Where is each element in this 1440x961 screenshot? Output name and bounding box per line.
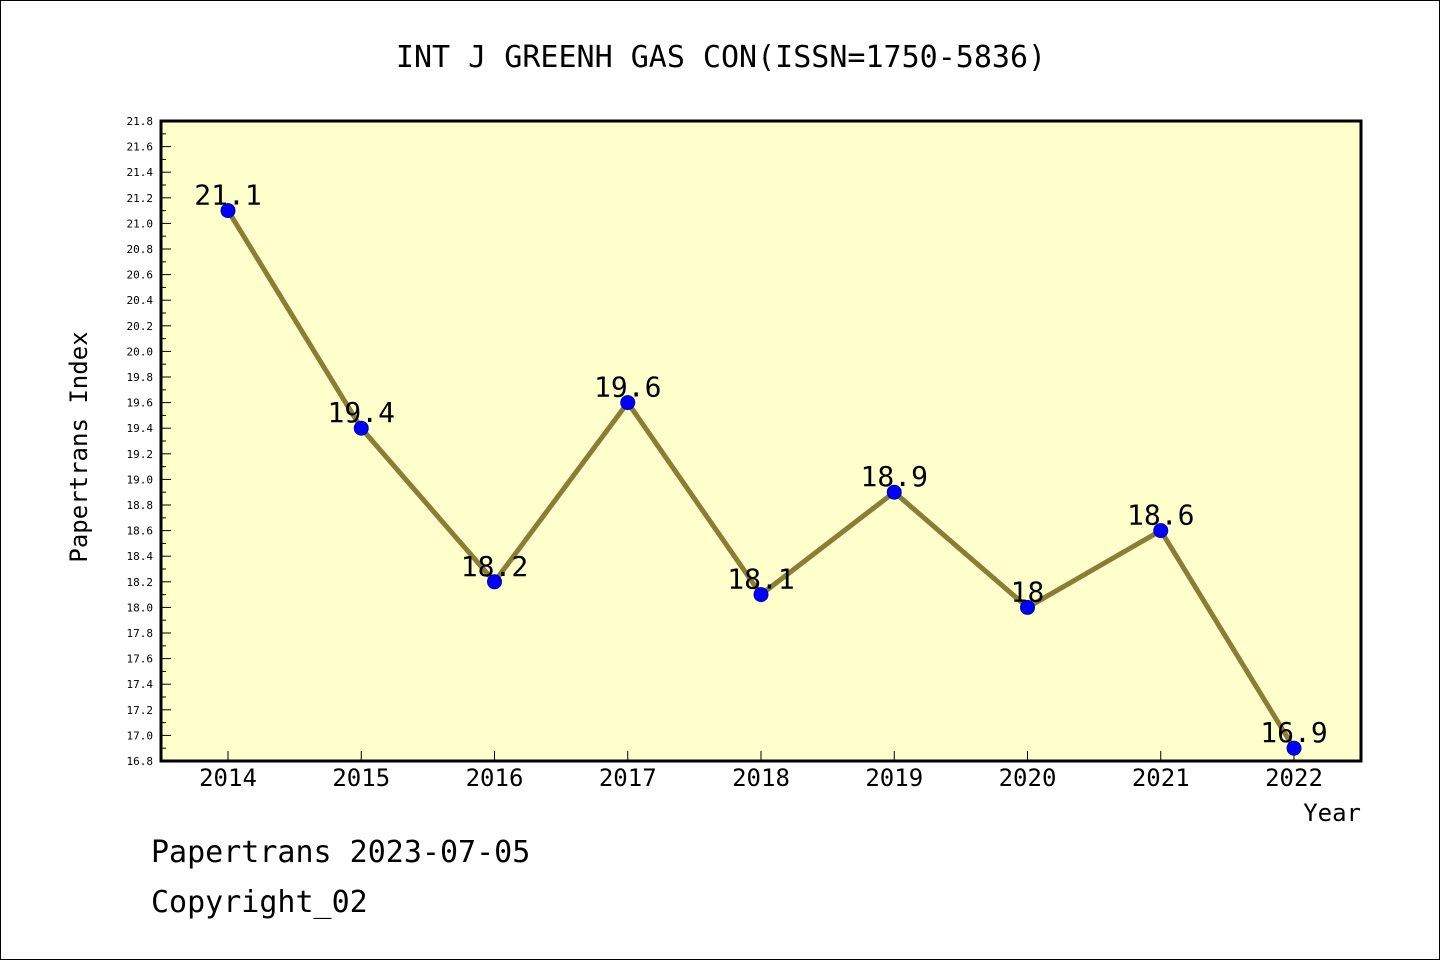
y-tick-label: 21.6 xyxy=(127,141,154,154)
x-tick-label: 2018 xyxy=(732,764,790,792)
series-markers xyxy=(220,203,1302,756)
x-tick-label: 2015 xyxy=(332,764,390,792)
y-tick-label: 20.8 xyxy=(127,243,154,256)
y-tick-label: 21.0 xyxy=(127,217,154,230)
y-tick-label: 19.8 xyxy=(127,371,154,384)
y-tick-label: 20.0 xyxy=(127,345,154,358)
y-tick-label: 19.0 xyxy=(127,473,154,486)
data-point xyxy=(1153,523,1169,539)
x-tick-label: 2017 xyxy=(599,764,657,792)
x-tick-label: 2022 xyxy=(1265,764,1323,792)
data-point xyxy=(753,587,769,603)
x-tick-label: 2019 xyxy=(865,764,923,792)
data-labels: 21.1 19.4 18.2 19.6 18.1 18.9 18 18.6 16.9 xyxy=(194,179,1327,750)
y-tick-label: 18.8 xyxy=(127,499,154,512)
y-tick-label: 18.4 xyxy=(127,550,154,563)
y-tick-label: 17.8 xyxy=(127,627,154,640)
data-label: 18.9 xyxy=(861,460,928,493)
y-tick-label: 20.6 xyxy=(127,269,154,282)
data-label: 18 xyxy=(1011,575,1045,608)
data-point xyxy=(487,574,502,590)
data-label: 19.6 xyxy=(594,371,661,404)
data-label: 18.6 xyxy=(1127,499,1194,532)
data-label: 21.1 xyxy=(194,179,261,212)
y-tick-label: 17.4 xyxy=(127,678,154,691)
y-tick-label: 18.0 xyxy=(127,601,154,614)
x-axis: 2014 2015 2016 2017 2018 2019 2020 2021 2022 xyxy=(199,751,1323,792)
plot-area xyxy=(159,119,1363,763)
y-axis: 16.8 17.0 17.2 17.4 17.6 17.8 18.0 18.2 18.4 18.6… xyxy=(127,115,171,768)
y-tick-label: 17.2 xyxy=(127,704,154,717)
y-tick-label: 20.2 xyxy=(127,320,154,333)
y-tick-label: 19.6 xyxy=(127,397,154,410)
y-tick-label: 18.6 xyxy=(127,525,154,538)
data-point xyxy=(1286,740,1302,756)
data-label: 19.4 xyxy=(328,396,395,429)
x-tick-label: 2021 xyxy=(1132,764,1190,792)
data-point xyxy=(353,420,369,436)
y-tick-label: 20.4 xyxy=(127,294,154,307)
x-tick-label: 2020 xyxy=(999,764,1057,792)
x-axis-label: Year xyxy=(1303,799,1361,827)
y-tick-label: 16.8 xyxy=(127,755,154,768)
y-tick-label: 21.2 xyxy=(127,192,154,205)
y-tick-label: 17.0 xyxy=(127,729,154,742)
footer-copyright-text: Copyright_02 xyxy=(151,885,368,920)
data-label: 16.9 xyxy=(1260,716,1327,749)
y-axis-label: Papertrans Index xyxy=(65,331,93,562)
chart-title: INT J GREENH GAS CON(ISSN=1750-5836) xyxy=(396,40,1046,75)
x-tick-label: 2014 xyxy=(199,764,257,792)
y-tick-label: 21.8 xyxy=(127,115,154,128)
y-tick-label: 18.2 xyxy=(127,576,154,589)
footer-date-text: Papertrans 2023-07-05 xyxy=(151,835,531,870)
y-tick-label: 21.4 xyxy=(127,166,154,179)
y-tick-label: 17.6 xyxy=(127,653,154,666)
data-point xyxy=(1020,599,1035,615)
data-point xyxy=(220,203,236,219)
data-label: 18.1 xyxy=(727,563,794,596)
x-tick-label: 2016 xyxy=(466,764,524,792)
data-point xyxy=(886,484,902,500)
data-point xyxy=(620,395,636,411)
y-tick-label: 19.4 xyxy=(127,422,154,435)
data-label: 18.2 xyxy=(461,550,528,583)
y-tick-label: 19.2 xyxy=(127,448,154,461)
